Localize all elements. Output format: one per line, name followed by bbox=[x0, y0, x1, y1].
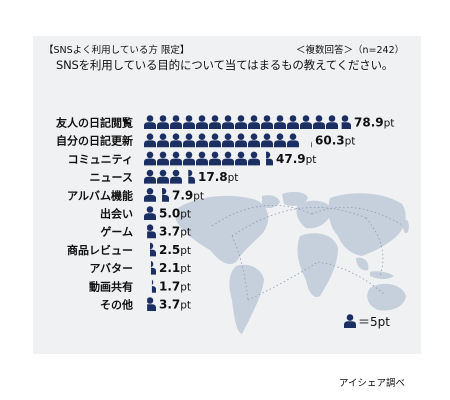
respondent-filter-label: 【SNSよく利用している方 限定】 bbox=[44, 45, 190, 56]
person-icon bbox=[183, 115, 195, 129]
person-icon bbox=[209, 151, 221, 166]
category-label: アバター bbox=[89, 262, 133, 275]
person-icon bbox=[144, 188, 156, 202]
chart-row: その他 3.7pt bbox=[100, 297, 191, 312]
person-icon bbox=[287, 115, 299, 129]
person-icon-partial bbox=[151, 279, 156, 293]
person-icon bbox=[222, 151, 234, 166]
chart-row: ニュース 17.8pt bbox=[90, 169, 238, 184]
chart-row: ゲーム 3.7pt bbox=[100, 224, 191, 239]
person-icon bbox=[183, 133, 195, 148]
value-label: 3.7pt bbox=[159, 298, 191, 312]
value-label: 2.1pt bbox=[159, 261, 191, 275]
value-label: 2.5pt bbox=[159, 243, 191, 257]
person-icon bbox=[144, 115, 156, 129]
value-label: 47.9pt bbox=[276, 152, 316, 166]
person-icon-partial bbox=[147, 224, 156, 239]
answer-type-label: ＜複数回答＞（n=242） bbox=[296, 45, 405, 56]
person-icon-partial bbox=[150, 260, 156, 275]
person-icon bbox=[235, 151, 247, 166]
person-icon bbox=[144, 151, 156, 166]
chart-row: アバター 2.1pt bbox=[89, 260, 191, 275]
value-label: 7.9pt bbox=[172, 188, 204, 202]
chart-row: 動画共有 1.7pt bbox=[89, 279, 191, 293]
person-icon-partial bbox=[150, 242, 156, 257]
person-icon bbox=[235, 115, 247, 129]
person-icon bbox=[170, 151, 182, 166]
source-credit: アイシェア調べ bbox=[339, 378, 406, 389]
person-icon bbox=[274, 115, 286, 129]
category-label: コミュニティ bbox=[68, 153, 133, 166]
person-icon bbox=[248, 133, 260, 148]
person-icon bbox=[157, 151, 169, 166]
person-icon bbox=[183, 151, 195, 166]
person-icon bbox=[222, 133, 234, 148]
person-icon bbox=[326, 115, 338, 129]
person-icon bbox=[287, 133, 299, 148]
person-icon-partial bbox=[311, 141, 312, 148]
person-icon bbox=[144, 206, 156, 220]
person-icon-partial bbox=[341, 115, 351, 129]
person-icon bbox=[170, 115, 182, 129]
person-icon bbox=[300, 115, 312, 129]
value-label: 78.9pt bbox=[354, 116, 394, 130]
chart-row: アルバム機能 7.9pt bbox=[67, 188, 204, 202]
chart-row: 友人の日記閲覧 78.9pt bbox=[56, 115, 394, 130]
value-label: 3.7pt bbox=[159, 225, 191, 239]
person-icon bbox=[157, 133, 169, 148]
category-label: 動画共有 bbox=[89, 279, 133, 293]
category-label: ニュース bbox=[90, 171, 133, 184]
chart-row: 出会い 5.0pt bbox=[100, 206, 191, 221]
person-icon bbox=[157, 115, 169, 129]
category-label: 商品レビュー bbox=[67, 243, 133, 257]
person-icon bbox=[196, 151, 208, 166]
chart-row: コミュニティ 47.9pt bbox=[68, 151, 316, 166]
person-icon bbox=[196, 115, 208, 129]
category-label: 友人の日記閲覧 bbox=[56, 116, 133, 130]
person-icon bbox=[144, 169, 156, 184]
map-route-lines bbox=[211, 205, 405, 301]
person-icon bbox=[261, 133, 273, 148]
person-icon bbox=[248, 115, 260, 129]
person-icon bbox=[209, 115, 221, 129]
person-icon bbox=[261, 115, 273, 129]
legend: ＝5pt bbox=[344, 314, 390, 329]
person-icon bbox=[170, 169, 182, 184]
person-icon-partial bbox=[188, 169, 195, 184]
person-icon bbox=[235, 133, 247, 148]
value-label: 5.0pt bbox=[159, 207, 191, 221]
world-map-background bbox=[176, 191, 409, 334]
person-icon bbox=[170, 133, 182, 148]
person-icon-partial bbox=[162, 188, 169, 202]
person-icon bbox=[313, 115, 325, 129]
person-icon bbox=[144, 133, 156, 148]
category-label: ゲーム bbox=[100, 225, 133, 239]
person-icon bbox=[196, 133, 208, 148]
survey-question: SNSを利用している目的について当てはまるもの教えてください。 bbox=[56, 58, 394, 72]
person-icon bbox=[222, 115, 234, 129]
legend-person-icon bbox=[344, 314, 356, 328]
value-label: 60.3pt bbox=[315, 134, 355, 148]
value-label: 1.7pt bbox=[159, 279, 191, 293]
category-label: 出会い bbox=[100, 207, 133, 221]
chart-row: 商品レビュー 2.5pt bbox=[67, 242, 191, 257]
legend-label: ＝5pt bbox=[358, 315, 390, 329]
person-icon bbox=[274, 133, 286, 148]
person-icon-partial bbox=[147, 297, 156, 311]
person-icon bbox=[209, 133, 221, 148]
person-icon bbox=[157, 169, 169, 184]
category-label: 自分の日記更新 bbox=[56, 134, 133, 148]
category-label: その他 bbox=[100, 298, 133, 312]
person-icon bbox=[248, 151, 260, 166]
chart-row: 自分の日記更新 60.3pt bbox=[56, 133, 355, 148]
value-label: 17.8pt bbox=[198, 170, 238, 184]
category-label: アルバム機能 bbox=[67, 188, 133, 202]
person-icon-partial bbox=[266, 151, 273, 166]
